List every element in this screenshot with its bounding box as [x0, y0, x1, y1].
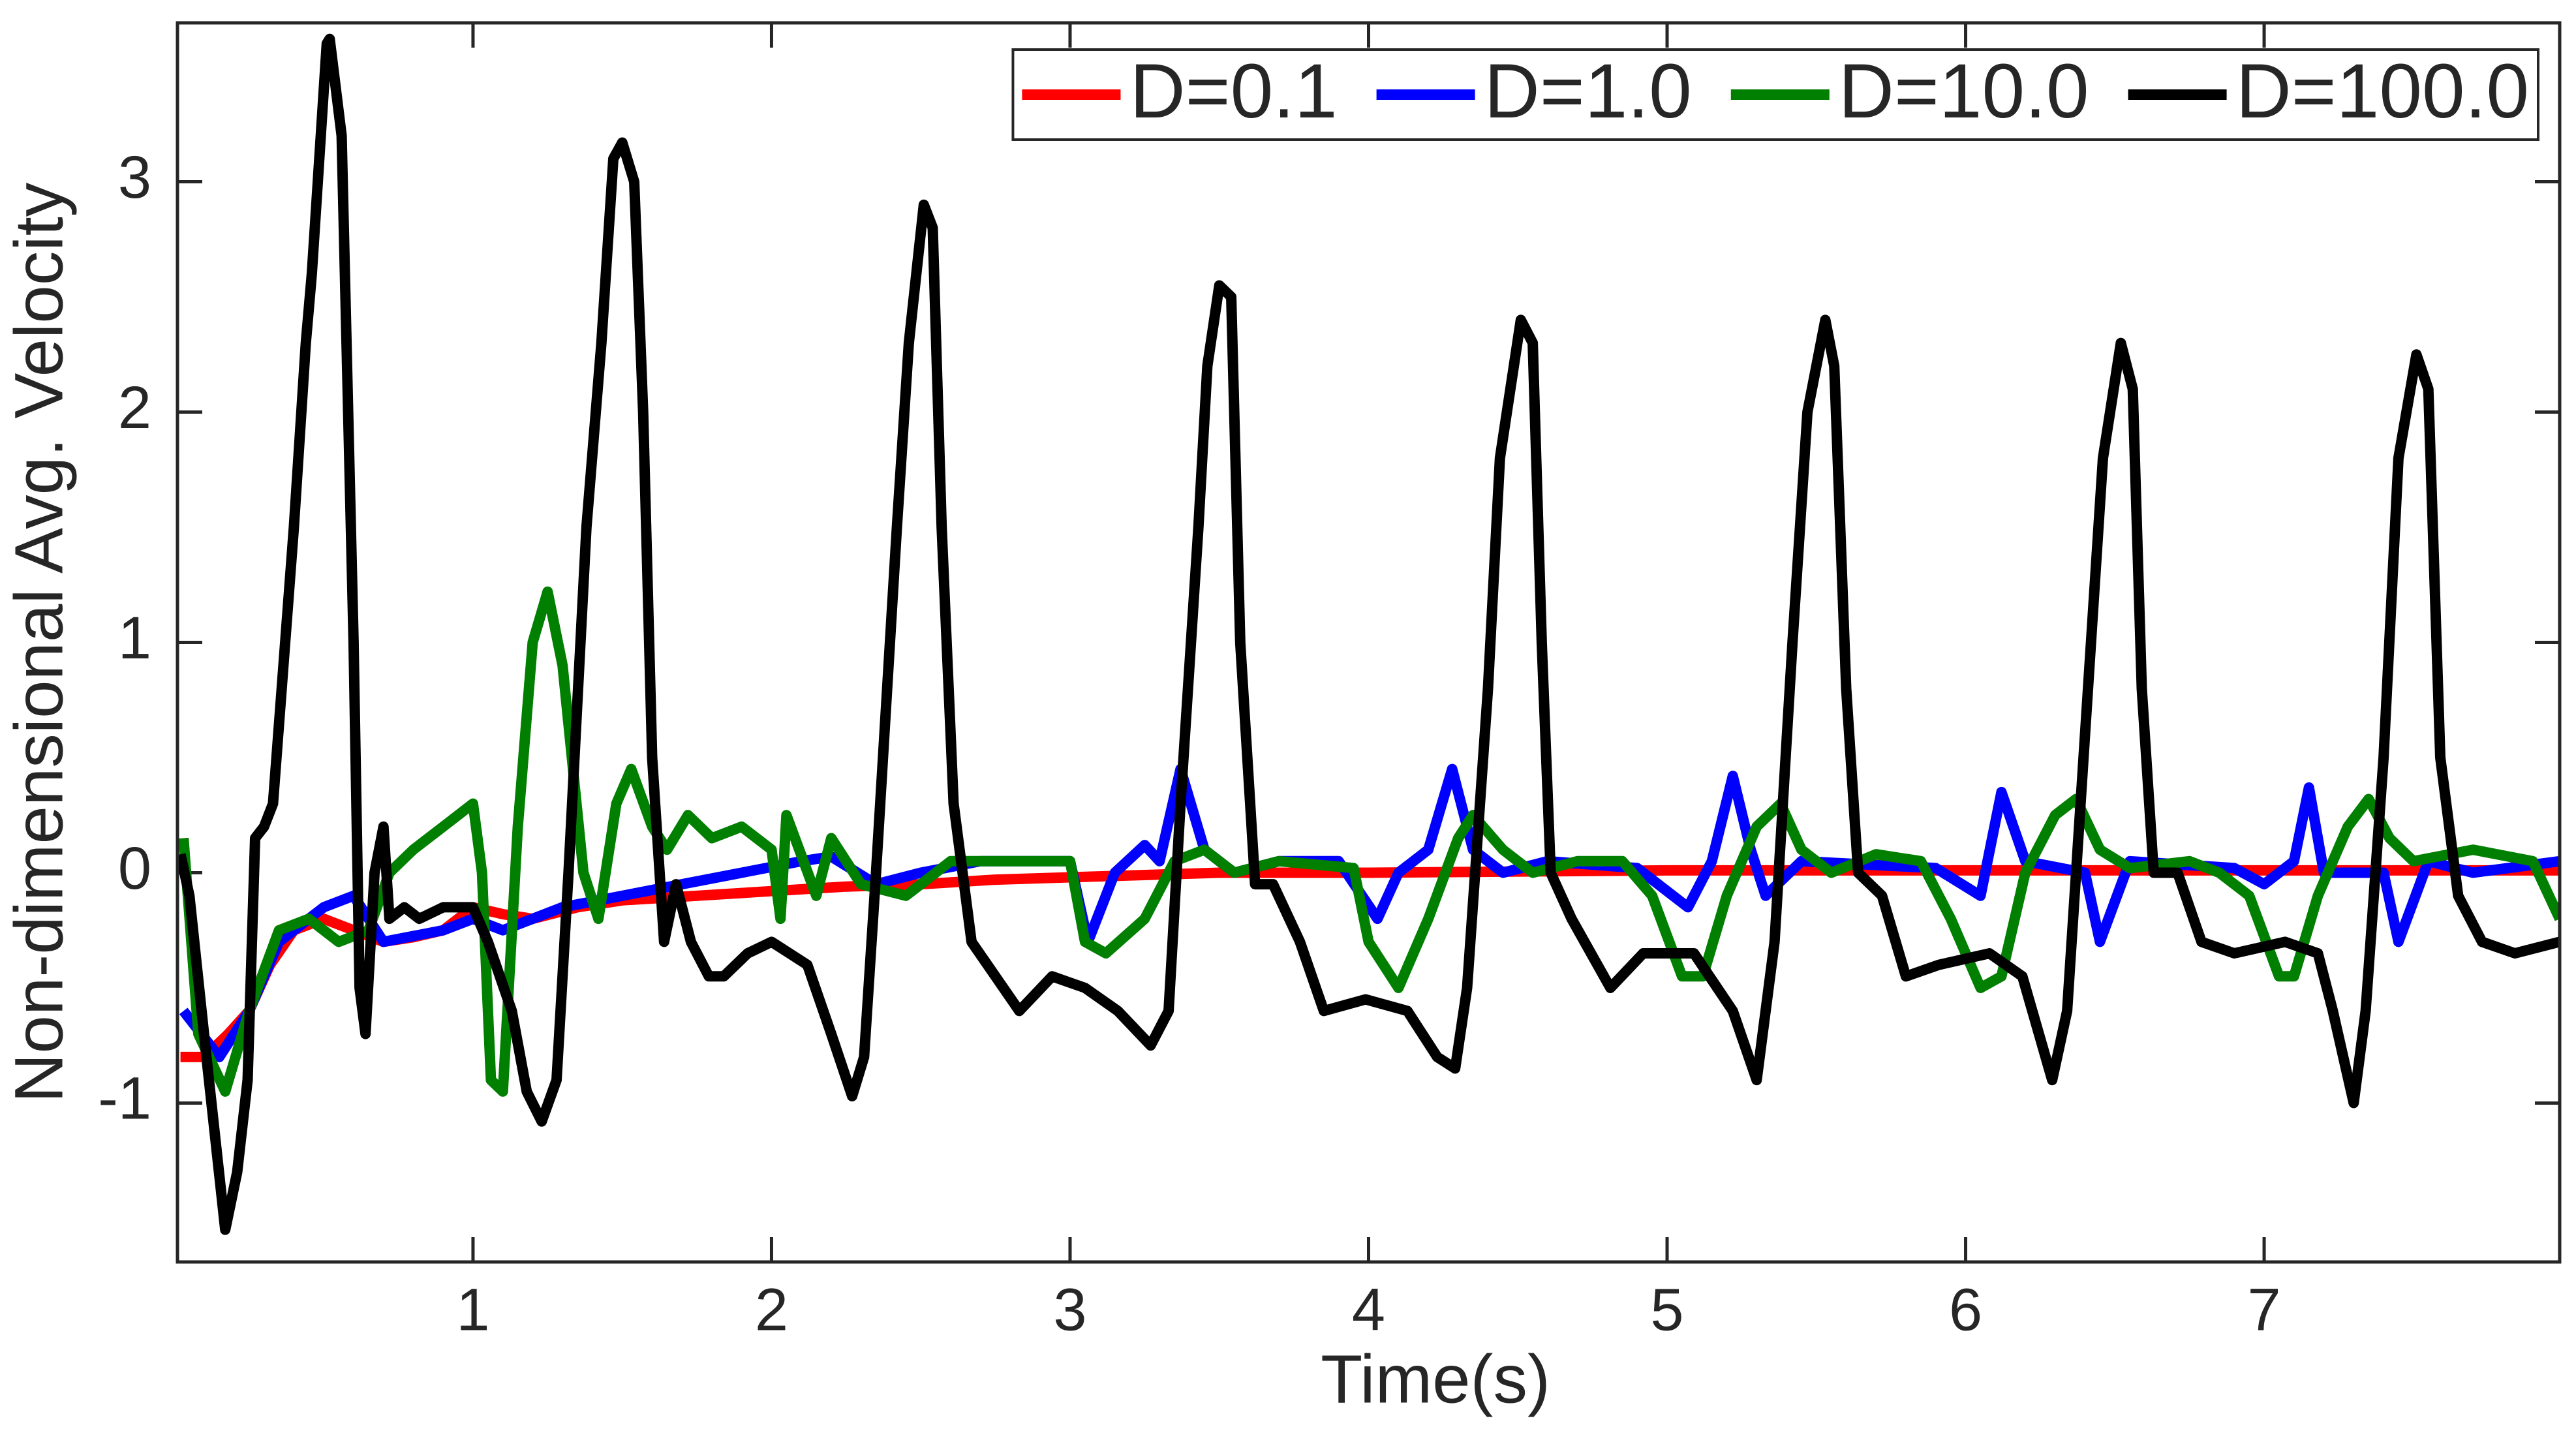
x-tick-label: 3 — [1053, 1276, 1086, 1343]
x-tick-label: 5 — [1650, 1276, 1683, 1343]
x-tick-label: 1 — [456, 1276, 489, 1343]
x-tick-label: 6 — [1949, 1276, 1982, 1343]
legend-item: D=0.1 — [1022, 48, 1338, 134]
y-tick-label: 0 — [118, 835, 151, 902]
y-tick-label: 3 — [118, 144, 151, 211]
data-line — [178, 586, 2560, 1097]
x-axis-label: Time(s) — [1321, 1342, 1550, 1418]
legend-label: D=10.0 — [1839, 48, 2089, 134]
legend-label: D=1.0 — [1484, 48, 1692, 134]
legend-label: D=100.0 — [2236, 48, 2529, 134]
y-tick-label: 1 — [118, 605, 151, 671]
legend-item: D=10.0 — [1730, 48, 2089, 134]
y-axis-label: Non-dimensional Avg. Velocity — [1, 182, 78, 1103]
x-tick-label: 4 — [1352, 1276, 1385, 1343]
legend-label: D=0.1 — [1129, 48, 1337, 134]
legend-item: D=1.0 — [1376, 48, 1692, 134]
data-line — [177, 33, 2560, 1235]
legend-item: D=100.0 — [2128, 48, 2529, 134]
x-tick-label: 2 — [755, 1276, 788, 1343]
legend: D=0.1 D=1.0 D=10.0 D=100.0 — [1011, 48, 2539, 141]
y-tick-label: 2 — [118, 375, 151, 441]
axes-box — [176, 21, 2562, 1264]
y-tick-label: -1 — [98, 1066, 151, 1132]
x-tick-label: 7 — [2247, 1276, 2280, 1343]
